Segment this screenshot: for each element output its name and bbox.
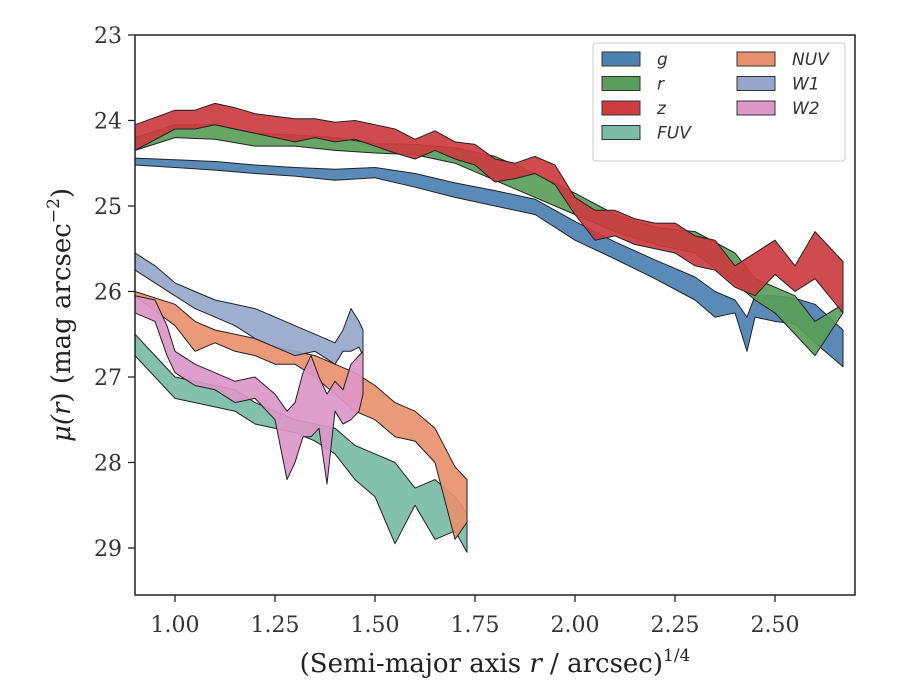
- legend-label-w2: W2: [792, 99, 820, 119]
- x-axis-ticks: 1.00 1.25 1.50 1.75 2.00 2.25 2.50: [151, 595, 800, 638]
- legend-swatch-nuv: [736, 51, 776, 67]
- legend-swatch-w1: [736, 76, 776, 91]
- x-axis-label-rest: / arcsec): [542, 649, 663, 679]
- legend-frame: [592, 42, 846, 162]
- legend-label-r: r: [657, 75, 665, 95]
- plot-frame: [134, 34, 856, 596]
- x-axis-label-var: r: [529, 649, 543, 679]
- legend-label-z: z: [656, 99, 667, 119]
- series-bands: [134, 102, 844, 553]
- y-axis-label-close: ): [47, 188, 77, 198]
- legend-label-g: g: [657, 50, 668, 70]
- legend-swatch-fuv: [601, 125, 641, 140]
- legend-swatch-w2: [736, 100, 776, 116]
- y-tick-label: 27: [94, 366, 122, 391]
- series-band-w2: [134, 295, 364, 485]
- x-tick-label: 1.25: [251, 613, 300, 638]
- y-axis-label-mu: μ(: [47, 414, 77, 442]
- legend-swatch-g: [601, 51, 641, 67]
- legend-label-nuv: NUV: [792, 50, 830, 70]
- y-tick-label: 25: [94, 195, 122, 220]
- y-axis-label-var: r: [47, 401, 77, 415]
- y-axis-ticks: 23 24 25 26 27 28 29: [94, 24, 135, 562]
- x-tick-label: 1.50: [351, 613, 400, 638]
- legend-swatch-r: [601, 76, 641, 91]
- legend: grz FUV NUV W1 W2: [592, 42, 846, 162]
- series-band-g: [134, 157, 844, 368]
- x-tick-label: 1.00: [151, 613, 200, 638]
- y-axis-label: μ(r) (mag arcsec−2): [44, 188, 77, 442]
- x-tick-label: 1.75: [451, 613, 500, 638]
- x-tick-label: 2.25: [651, 613, 700, 638]
- y-axis-label-mid: ) (mag arcsec: [47, 223, 77, 402]
- legend-swatch-z: [601, 100, 641, 116]
- x-axis-label-open: (Semi-major axis: [300, 649, 530, 679]
- y-tick-label: 24: [94, 109, 122, 134]
- legend-label-w1: W1: [792, 75, 820, 95]
- x-axis-label-sup: 1/4: [663, 646, 690, 666]
- x-axis-label: (Semi-major axis r / arcsec)1/4: [300, 646, 691, 679]
- series-band-z: [134, 102, 844, 314]
- x-tick-label: 2.00: [551, 613, 600, 638]
- y-tick-label: 26: [94, 280, 122, 305]
- legend-label-fuv: FUV: [657, 124, 692, 144]
- y-tick-label: 29: [94, 537, 122, 562]
- x-tick-label: 2.50: [751, 613, 800, 638]
- y-axis-label-sup: −2: [44, 198, 64, 223]
- y-tick-label: 23: [94, 24, 122, 49]
- y-tick-label: 28: [94, 451, 122, 476]
